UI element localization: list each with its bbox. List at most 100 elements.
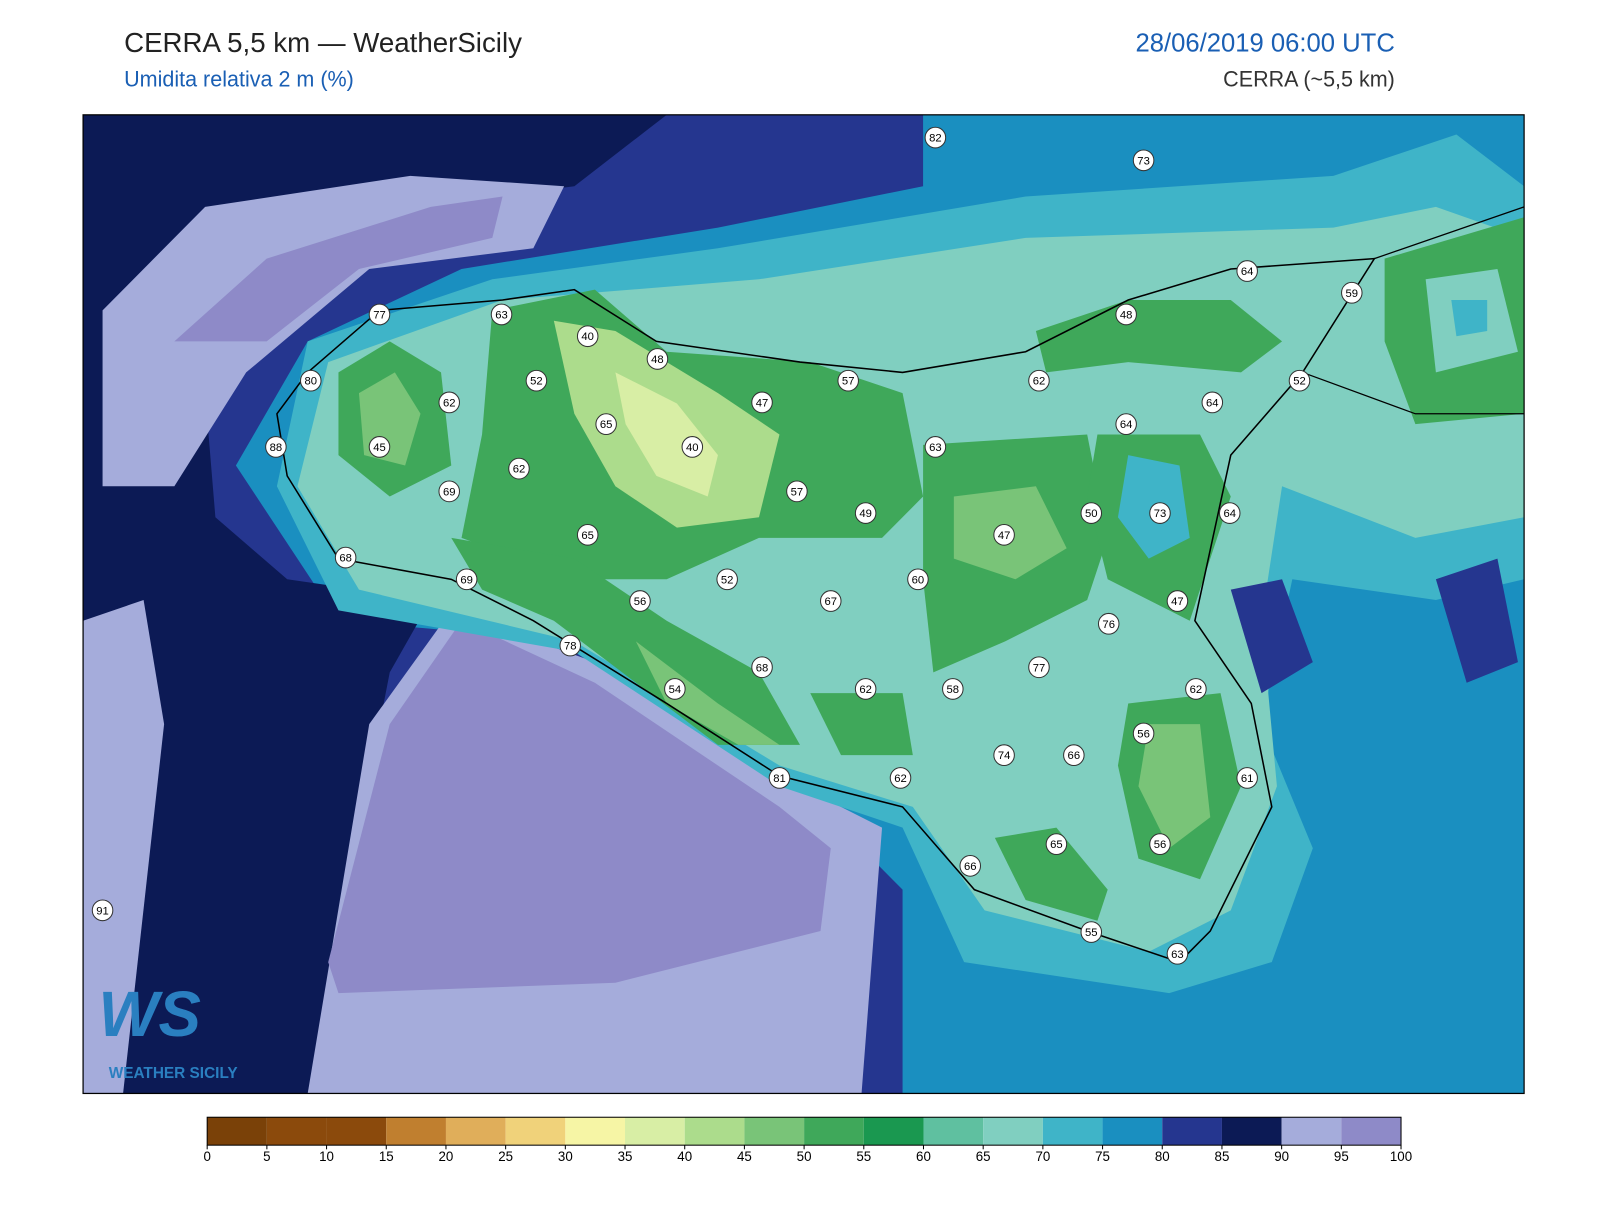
colorbar-tick-label: 90 [1274,1149,1289,1164]
station-marker [959,855,982,877]
station-value: 48 [651,354,664,366]
colorbar-bin [386,1117,446,1146]
station-value: 57 [842,376,855,388]
station-value: 58 [947,684,960,696]
station-marker [1115,303,1137,326]
station-value: 69 [460,574,473,586]
station-value: 56 [634,596,647,608]
subtitle: Umidita relativa 2 m (%) [124,66,354,91]
station-marker [993,744,1015,767]
station-value: 60 [912,574,925,586]
colorbar-bin [625,1117,685,1146]
station-value: 62 [894,773,907,785]
station-value: 63 [495,309,508,321]
colorbar-bin [505,1117,566,1146]
station-marker [508,457,530,480]
station-marker [1236,767,1258,789]
station-value: 54 [669,684,682,696]
colorbar-bin [207,1117,267,1146]
station-value: 65 [600,419,613,431]
station-marker [334,546,357,569]
station-marker [681,436,704,458]
station-value: 50 [1085,508,1098,520]
station-marker [438,391,460,414]
station-value: 59 [1346,288,1359,300]
colorbar-bin [1042,1117,1103,1146]
station-value: 45 [373,442,386,454]
station-value: 68 [756,662,769,674]
colorbar-bin [923,1117,984,1146]
station-value: 81 [773,773,786,785]
station-value: 66 [964,861,977,873]
station-marker [907,568,929,591]
colorbar-tick-label: 60 [916,1149,931,1164]
model: CERRA (~5,5 km) [1223,66,1395,91]
station-value: 56 [1154,839,1167,851]
colorbar-frame [206,1116,1402,1146]
station-value: 69 [443,486,456,498]
station-marker [91,899,114,922]
station-value: 73 [1137,155,1150,167]
colorbar-tick-label: 15 [379,1149,394,1164]
station-value: 64 [1241,266,1254,278]
colorbar-tick-label: 75 [1095,1149,1110,1164]
station-value: 73 [1154,508,1167,520]
station-marker [1166,590,1189,612]
station-value: 55 [1085,927,1098,939]
colorbar-bin [326,1117,387,1146]
station-marker [1218,502,1241,524]
station-marker [576,325,599,348]
station-value: 74 [998,750,1011,762]
station-value: 48 [1120,309,1133,321]
station-value: 78 [564,641,577,653]
station-marker [751,391,773,414]
station-value: 61 [1241,773,1254,785]
station-value: 67 [824,596,837,608]
colorbar-tick-label: 65 [976,1149,991,1164]
station-marker [854,678,877,700]
station-value: 68 [339,553,352,565]
station-value: 77 [373,309,386,321]
station-value: 80 [304,376,317,388]
station-marker [993,523,1015,546]
station-value: 66 [1068,750,1081,762]
colorbar-bin [744,1117,805,1146]
station-marker [1080,502,1103,524]
station-value: 52 [1293,376,1306,388]
station-marker [1063,744,1085,767]
station-marker [924,126,947,149]
colorbar-bin [1221,1117,1282,1146]
station-marker [1288,369,1311,392]
station-marker [942,678,964,700]
logo-mark: WS [98,978,200,1050]
colorbar-tick-label: 95 [1334,1149,1349,1164]
colorbar-tick-label: 0 [203,1149,210,1164]
station-marker [1236,260,1258,282]
colorbar-bin [1341,1117,1402,1146]
station-marker [1341,281,1363,304]
station-marker [1080,921,1103,943]
stations: 82 73 64 59 77 63 40 48 48 52 80 57 62 52 62 47 64 65 64 88… [91,126,1363,965]
station-marker [576,523,599,546]
colorbar-bin [983,1117,1043,1146]
colorbar-bin [1162,1117,1222,1146]
station-marker [854,502,877,524]
station-marker [889,767,912,789]
station-marker [1045,833,1068,855]
station-value: 62 [1190,684,1203,696]
logo-name: WEATHER SICILY [109,1065,239,1082]
colorbar-bin [684,1117,745,1146]
station-value: 47 [756,397,769,409]
station-value: 63 [1171,949,1184,961]
station-value: 57 [791,486,804,498]
station-value: 52 [721,574,734,586]
station-value: 62 [859,684,872,696]
station-value: 62 [513,464,526,476]
station-value: 91 [96,905,109,917]
station-value: 56 [1137,728,1150,740]
colorbar-bin [863,1117,924,1146]
station-marker [1149,502,1171,524]
station-marker [1115,413,1137,436]
colorbar-bin [1102,1117,1163,1146]
station-marker [299,369,322,392]
